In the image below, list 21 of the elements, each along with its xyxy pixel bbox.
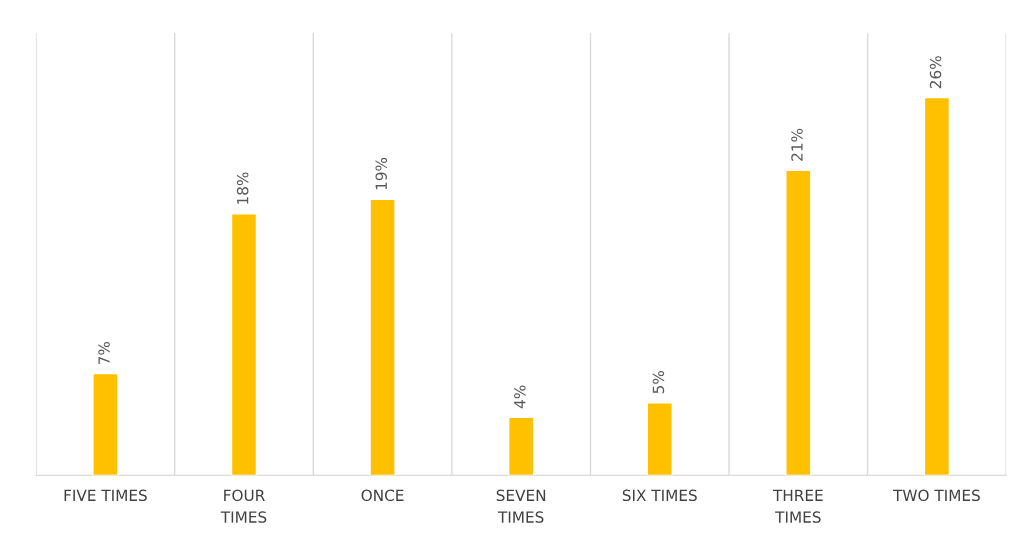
x-tick-label: FIVE TIMES [64, 489, 147, 502]
x-tick-label: TWO TIMES [893, 489, 980, 502]
x-tick-label: SIX TIMES [622, 489, 697, 502]
data-label: 26% [929, 56, 942, 89]
data-label: 4% [514, 385, 526, 409]
x-tick-label: THREE TIMES [772, 489, 823, 523]
bar [646, 402, 673, 476]
x-tick-label: ONCE [361, 489, 404, 502]
bar [923, 96, 951, 476]
data-label: 21% [791, 128, 803, 161]
x-tick-label: SEVEN TIMES [496, 489, 546, 523]
bar [369, 198, 396, 476]
x-tick-label: FOUR TIMES [220, 489, 267, 523]
bar [507, 416, 535, 476]
bar [230, 213, 258, 476]
bar [92, 372, 119, 476]
bar [785, 169, 812, 476]
data-label: 5% [652, 371, 665, 394]
data-label: 19% [375, 157, 388, 190]
data-label: 18% [236, 172, 249, 204]
data-label: 7% [98, 341, 110, 365]
